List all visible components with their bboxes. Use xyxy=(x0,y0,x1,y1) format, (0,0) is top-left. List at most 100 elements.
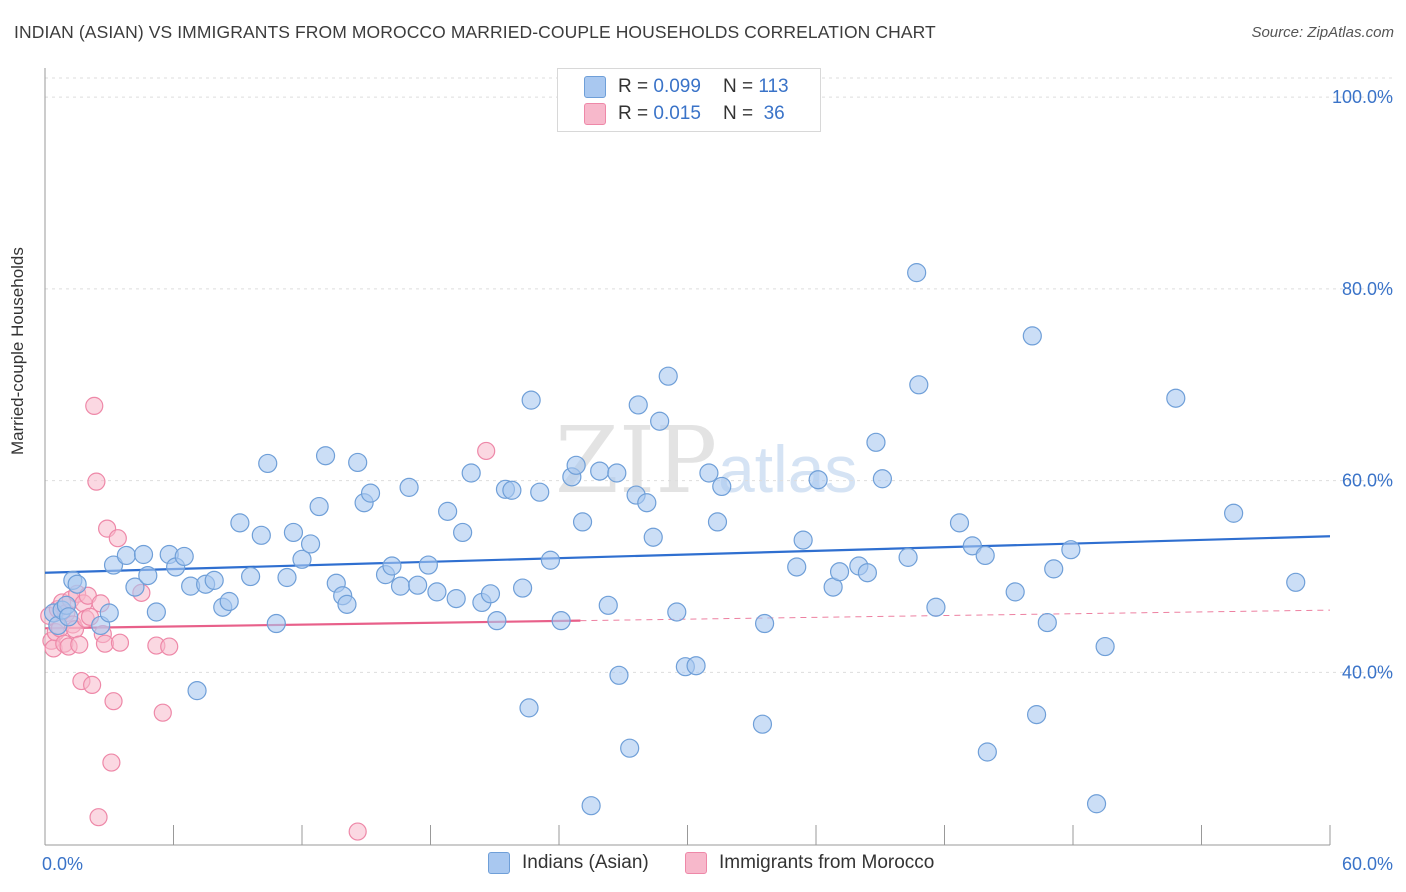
legend-n-label: N = xyxy=(722,103,754,124)
legend-n-value: 36 xyxy=(763,103,785,124)
data-point-indians xyxy=(360,483,381,503)
data-point-indians xyxy=(174,546,194,567)
data-point-indians xyxy=(707,512,728,532)
data-point-indians xyxy=(752,714,773,734)
data-point-indians xyxy=(382,556,402,576)
axes xyxy=(44,68,1331,846)
data-point-indians xyxy=(67,574,87,594)
trend-line-indians xyxy=(44,535,1331,574)
data-point-indians xyxy=(590,461,610,481)
data-point-indians xyxy=(283,522,304,543)
data-point-indians xyxy=(266,613,286,634)
data-point-indians xyxy=(793,530,813,550)
data-point-indians xyxy=(712,476,732,497)
data-point-indians xyxy=(975,545,995,566)
data-point-indians xyxy=(315,446,336,466)
data-point-indians xyxy=(898,547,918,567)
data-point-indians xyxy=(1166,388,1186,408)
data-point-indians xyxy=(926,597,946,617)
data-point-indians xyxy=(138,565,158,586)
data-point-indians xyxy=(551,611,571,631)
data-point-indians xyxy=(292,549,312,569)
correlation-legend: R = 0.099 N = 113 R = 0.015 N = 36 xyxy=(557,68,821,132)
tick-labels: 40.0% 60.0% 80.0% 100.0% 0.0% 60.0% xyxy=(42,87,1393,874)
x-tick-label: 60.0% xyxy=(1342,854,1393,874)
data-point-indians xyxy=(219,591,239,612)
data-point-indians xyxy=(607,463,627,483)
data-point-indians xyxy=(133,544,154,565)
data-point-indians xyxy=(399,477,419,497)
data-point-indians xyxy=(1044,559,1064,579)
data-point-indians xyxy=(754,613,775,634)
data-point-indians xyxy=(540,550,561,570)
x-tick-label: 0.0% xyxy=(42,854,83,874)
data-point-indians xyxy=(658,366,678,386)
data-point-indians xyxy=(907,263,927,283)
data-point-indians xyxy=(872,469,892,489)
data-point-indians xyxy=(487,611,507,631)
data-point-indians xyxy=(99,603,119,623)
data-point-morocco xyxy=(102,753,121,772)
data-point-indians xyxy=(309,496,329,517)
data-point-indians xyxy=(699,463,719,483)
y-axis-label: Married-couple Households xyxy=(8,247,27,455)
data-point-indians xyxy=(1037,612,1057,633)
data-point-indians xyxy=(438,501,458,521)
trend-lines xyxy=(44,535,1331,630)
data-point-indians xyxy=(808,470,828,490)
data-point-indians xyxy=(581,796,601,816)
data-point-indians xyxy=(686,656,706,676)
data-point-indians xyxy=(390,576,411,596)
data-point-morocco xyxy=(89,808,108,827)
data-point-indians xyxy=(909,375,929,395)
data-point-indians xyxy=(116,545,136,566)
legend-row-morocco: R = 0.015 N = 36 xyxy=(584,102,785,126)
data-point-morocco xyxy=(348,822,367,841)
bottom-legend-swatch-blue xyxy=(488,852,510,874)
legend-swatch-blue xyxy=(584,76,606,98)
data-point-morocco xyxy=(477,441,496,461)
data-point-indians xyxy=(1224,503,1244,523)
legend-r-value: 0.015 xyxy=(653,103,701,124)
data-point-indians xyxy=(125,577,145,597)
data-point-indians xyxy=(230,513,250,533)
data-point-indians xyxy=(348,452,368,473)
data-point-indians xyxy=(829,562,850,582)
data-point-indians xyxy=(446,589,466,609)
legend-row-indians: R = 0.099 N = 113 xyxy=(584,75,789,99)
data-point-indians xyxy=(643,527,663,547)
data-point-indians xyxy=(1005,582,1025,602)
data-point-indians xyxy=(650,411,670,431)
data-point-indians xyxy=(337,594,357,614)
bottom-legend-indians: Indians (Asian) xyxy=(488,852,649,874)
bottom-legend-morocco: Immigrants from Morocco xyxy=(685,852,934,874)
legend-r-value: 0.099 xyxy=(653,76,701,97)
y-tick-label: 40.0% xyxy=(1342,662,1393,682)
watermark-atlas: atlas xyxy=(718,432,857,506)
data-point-indians xyxy=(521,390,541,410)
legend-n-value: 113 xyxy=(758,76,789,97)
data-point-indians xyxy=(949,513,970,533)
y-tick-label: 80.0% xyxy=(1342,279,1393,299)
data-point-indians xyxy=(667,602,687,622)
data-point-morocco xyxy=(160,637,179,656)
data-point-indians xyxy=(1061,540,1081,560)
data-point-morocco xyxy=(70,635,89,654)
data-point-morocco xyxy=(87,472,106,491)
data-point-indians xyxy=(512,578,533,598)
data-point-indians xyxy=(258,453,278,474)
data-point-indians xyxy=(58,607,79,627)
data-point-indians xyxy=(427,582,447,602)
data-point-indians xyxy=(502,480,522,500)
data-point-morocco xyxy=(110,633,130,652)
y-tick-label: 100.0% xyxy=(1332,87,1393,107)
data-point-indians xyxy=(453,522,473,543)
data-point-indians xyxy=(530,482,550,502)
data-point-indians xyxy=(962,536,982,556)
data-point-indians xyxy=(519,698,539,718)
data-point-indians xyxy=(103,555,124,575)
data-point-morocco xyxy=(108,529,127,548)
data-point-indians xyxy=(620,738,640,758)
data-point-indians xyxy=(241,566,261,587)
